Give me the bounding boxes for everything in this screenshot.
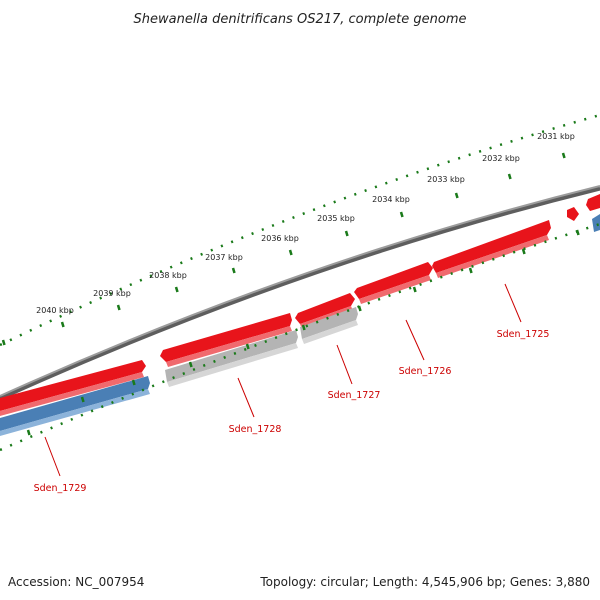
- leader-sden-1727: [336, 344, 353, 385]
- ruler-label-3: 2034 kbp: [372, 195, 410, 204]
- map-title: Shewanella denitrificans OS217, complete…: [134, 12, 467, 27]
- gene-arrow-sden-1725-highlight: [436, 235, 549, 278]
- ruler-major-ticks: [1, 152, 566, 346]
- ruler-label-2: 2033 kbp: [427, 175, 465, 184]
- gene-arrow-blue-right[interactable]: [592, 214, 600, 232]
- ruler-major-tick-4: [344, 230, 349, 237]
- ruler-label-1: 2032 kbp: [482, 154, 520, 163]
- gene-arrow-sden-1728-fwd[interactable]: [160, 313, 292, 362]
- genome-backbone: [0, 185, 600, 397]
- ruler-line: [0, 113, 600, 347]
- gene-leader-lines: [44, 283, 522, 477]
- inner-major-tick-8: [131, 379, 136, 386]
- gene-arrow-sden-1729-fwd[interactable]: [0, 360, 146, 411]
- gene-arrow-sden-1726[interactable]: [354, 262, 433, 299]
- ruler-major-tick-edge: [1, 339, 6, 346]
- leader-sden-1726: [405, 319, 425, 361]
- ruler-label-0: 2031 kbp: [537, 132, 575, 141]
- inner-major-tick-2: [468, 267, 473, 274]
- accession-text: Accession: NC_007954: [8, 575, 144, 589]
- leader-sden-1729: [44, 436, 61, 477]
- ruler-major-tick-5: [288, 249, 293, 256]
- leader-sden-1725: [504, 283, 522, 323]
- ruler-major-tick-0: [561, 152, 566, 159]
- gene-arrow-sden-1725[interactable]: [432, 220, 551, 273]
- ruler-label-8: 2039 kbp: [93, 289, 131, 298]
- inner-major-tick-10: [26, 429, 31, 436]
- gene-arrow-small-2[interactable]: [586, 194, 600, 211]
- gene-arrow-sden-1729-shade: [0, 389, 150, 436]
- ruler-label-4: 2035 kbp: [317, 214, 355, 223]
- inner-major-tick-3: [412, 286, 417, 293]
- ruler-label-9: 2040 kbp: [36, 306, 74, 315]
- genome-backbone-shadow: [0, 185, 600, 401]
- ruler-labels: 2031 kbp 2032 kbp 2033 kbp 2034 kbp 2035 kbp…: [36, 132, 575, 315]
- gene-label-sden-1725[interactable]: Sden_1725: [497, 329, 550, 340]
- inner-major-ticks: [26, 229, 580, 436]
- inner-major-tick-4: [357, 305, 362, 312]
- gene-arrow-small-1[interactable]: [567, 207, 579, 221]
- gene-arrow-sden-1726-highlight: [359, 275, 431, 304]
- gene-label-sden-1729[interactable]: Sden_1729: [34, 483, 87, 494]
- gene-arrow-sden-1729-fwd-highlight: [0, 372, 144, 416]
- ruler-major-tick-6: [231, 267, 236, 274]
- gene-arrow-sden-1728-fwd-highlight: [166, 326, 292, 367]
- gene-arrow-sden-1727-shade: [302, 320, 358, 344]
- ruler-label-6: 2037 kbp: [205, 253, 243, 262]
- gene-label-sden-1727[interactable]: Sden_1727: [328, 390, 381, 401]
- ruler-major-tick-2: [454, 192, 459, 199]
- inner-major-tick-6: [245, 343, 250, 350]
- gene-arrow-sden-1729[interactable]: [0, 376, 150, 431]
- inner-major-tick-1: [521, 248, 526, 255]
- gene-label-sden-1726[interactable]: Sden_1726: [399, 366, 452, 377]
- ruler-major-tick-7: [174, 286, 179, 293]
- inner-major-tick-0: [575, 229, 580, 236]
- leader-sden-1728: [237, 377, 255, 418]
- gene-arrow-sden-1727-fwd[interactable]: [295, 293, 355, 324]
- ruler-major-tick-9: [60, 321, 65, 328]
- gene-label-sden-1728[interactable]: Sden_1728: [229, 424, 282, 435]
- ruler-label-5: 2036 kbp: [261, 234, 299, 243]
- ruler-label-7: 2038 kbp: [149, 271, 187, 280]
- inner-major-tick-9: [80, 396, 85, 403]
- gene-arrow-sden-1727[interactable]: [300, 307, 358, 339]
- reverse-strand-genes: [0, 214, 600, 436]
- genome-stats-text: Topology: circular; Length: 4,545,906 bp…: [259, 575, 590, 589]
- ruler-major-tick-1: [507, 173, 512, 180]
- inner-major-tick-7: [188, 361, 193, 368]
- ruler-major-tick-3: [399, 211, 404, 218]
- gene-arrow-sden-1728-shade: [167, 343, 298, 387]
- forward-strand-genes: [0, 194, 600, 416]
- ruler-major-tick-8: [116, 304, 121, 311]
- gene-arrow-sden-1728[interactable]: [165, 330, 298, 382]
- inner-major-tick-5: [301, 324, 306, 331]
